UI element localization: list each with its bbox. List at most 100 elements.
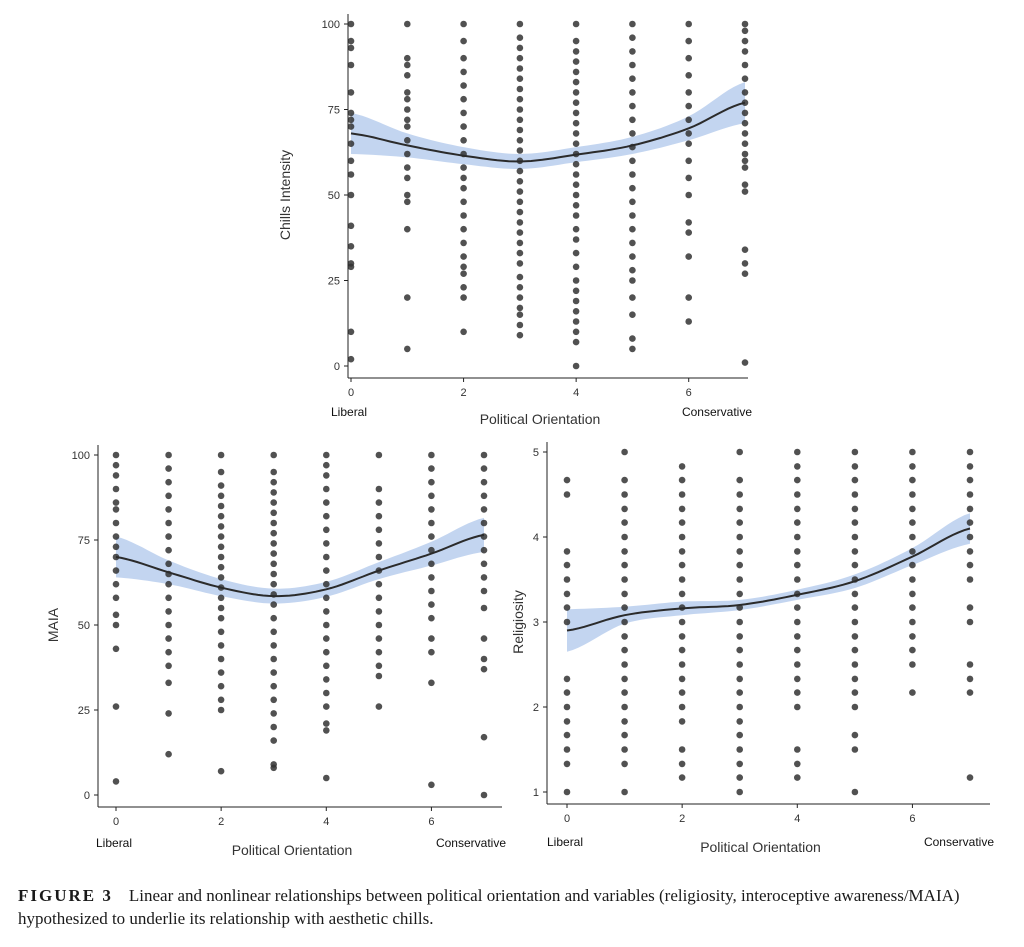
maia-data-point [270,737,277,744]
religiosity-data-point [794,533,801,541]
maia-data-point [480,655,488,663]
maia-data-point [217,553,225,561]
maia-data-point [165,465,172,472]
religiosity-data-point [909,604,916,611]
maia-data-point [323,526,330,534]
religiosity-data-point [851,689,859,696]
religiosity-data-point [736,774,743,781]
religiosity-data-point [851,561,859,569]
chills-data-point [460,174,467,182]
religiosity-data-point [966,675,974,683]
religiosity-data-point [909,463,916,470]
chills-data-point [685,229,692,236]
chills-data-point [347,222,355,230]
religiosity-data-point [736,491,743,498]
maia-data-point [323,608,330,615]
maia-data-point [428,679,435,687]
maia-data-point [323,553,330,561]
religiosity-data-point [794,448,801,456]
religiosity-data-point [736,689,743,696]
religiosity-liberal-label: Liberal [547,835,583,849]
religiosity-data-point [621,548,628,555]
religiosity-data-point [966,548,974,555]
religiosity-y-tick-label: 3 [533,617,539,629]
religiosity-data-point [563,590,571,598]
chills-data-point [516,208,524,216]
chills-data-point [685,174,692,182]
maia-data-point [217,523,225,530]
religiosity-data-point [621,760,628,768]
maia-data-point [270,478,277,486]
maia-data-point [323,540,330,547]
chills-data-point [347,171,355,178]
religiosity-data-point [678,646,686,654]
chills-y-axis-title: Chills Intensity [277,150,293,240]
maia-data-point [323,461,330,469]
religiosity-data-point [966,519,974,526]
religiosity-data-point [909,448,916,456]
chills-data-point [516,273,524,281]
chills-data-point [516,321,524,329]
chills-data-point [629,225,636,233]
chills-data-point [347,355,355,363]
chills-data-point [685,294,692,301]
chills-data-point [572,68,580,76]
maia-conservative-label: Conservative [436,836,506,850]
maia-data-point [270,614,277,622]
maia-data-point [480,546,488,554]
religiosity-data-point [621,646,628,654]
religiosity-data-point [563,689,571,696]
chills-data-point [685,116,692,124]
chills-data-point [741,61,749,69]
maia-y-tick-label: 100 [72,450,90,462]
maia-data-point [165,478,172,486]
maia-data-point [165,560,172,568]
chills-data-point [516,219,524,226]
maia-data-point [165,662,172,670]
chills-data-point [347,61,355,69]
maia-data-point [217,482,225,489]
maia-y-axis-title: MAIA [45,607,61,642]
maia-data-point [270,642,277,649]
maia-data-point [323,676,330,683]
maia-data-point [217,543,225,551]
chills-y-tick-label: 75 [328,105,340,117]
maia-data-point [270,710,277,717]
religiosity-data-point [563,703,571,711]
maia-data-point [323,580,330,588]
religiosity-data-point [851,519,859,526]
religiosity-data-point [851,476,859,484]
religiosity-y-tick-label: 4 [533,532,539,544]
maia-data-point [270,451,277,459]
chills-confidence-band [351,82,745,169]
religiosity-data-point [909,476,916,484]
chills-data-point [516,95,524,103]
chills-data-point [572,277,580,284]
religiosity-data-point [851,448,859,456]
chills-data-point [741,75,749,82]
chills-data-point [741,119,749,127]
chills-data-point [460,294,467,301]
chills-data-point [460,95,467,103]
maia-data-point [375,512,383,520]
maia-data-point [112,703,120,710]
maia-data-point [217,451,225,459]
chills-y-tick-label: 50 [328,190,340,202]
religiosity-data-point [736,618,743,626]
religiosity-data-point [621,731,628,739]
religiosity-data-point [678,760,686,768]
maia-data-point [217,628,225,636]
religiosity-data-point [794,633,801,640]
chills-data-point [685,72,692,79]
religiosity-x-axis-title: Political Orientation [700,839,821,855]
religiosity-data-point [621,689,628,696]
chills-data-point [741,20,749,28]
maia-data-point [323,594,330,602]
maia-data-point [217,502,225,510]
maia-data-point [217,512,225,520]
maia-data-point [480,635,488,642]
maia-data-point [480,465,488,472]
maia-data-point [375,580,383,588]
religiosity-data-point [909,646,916,654]
religiosity-x-tick-label: 0 [564,813,570,825]
